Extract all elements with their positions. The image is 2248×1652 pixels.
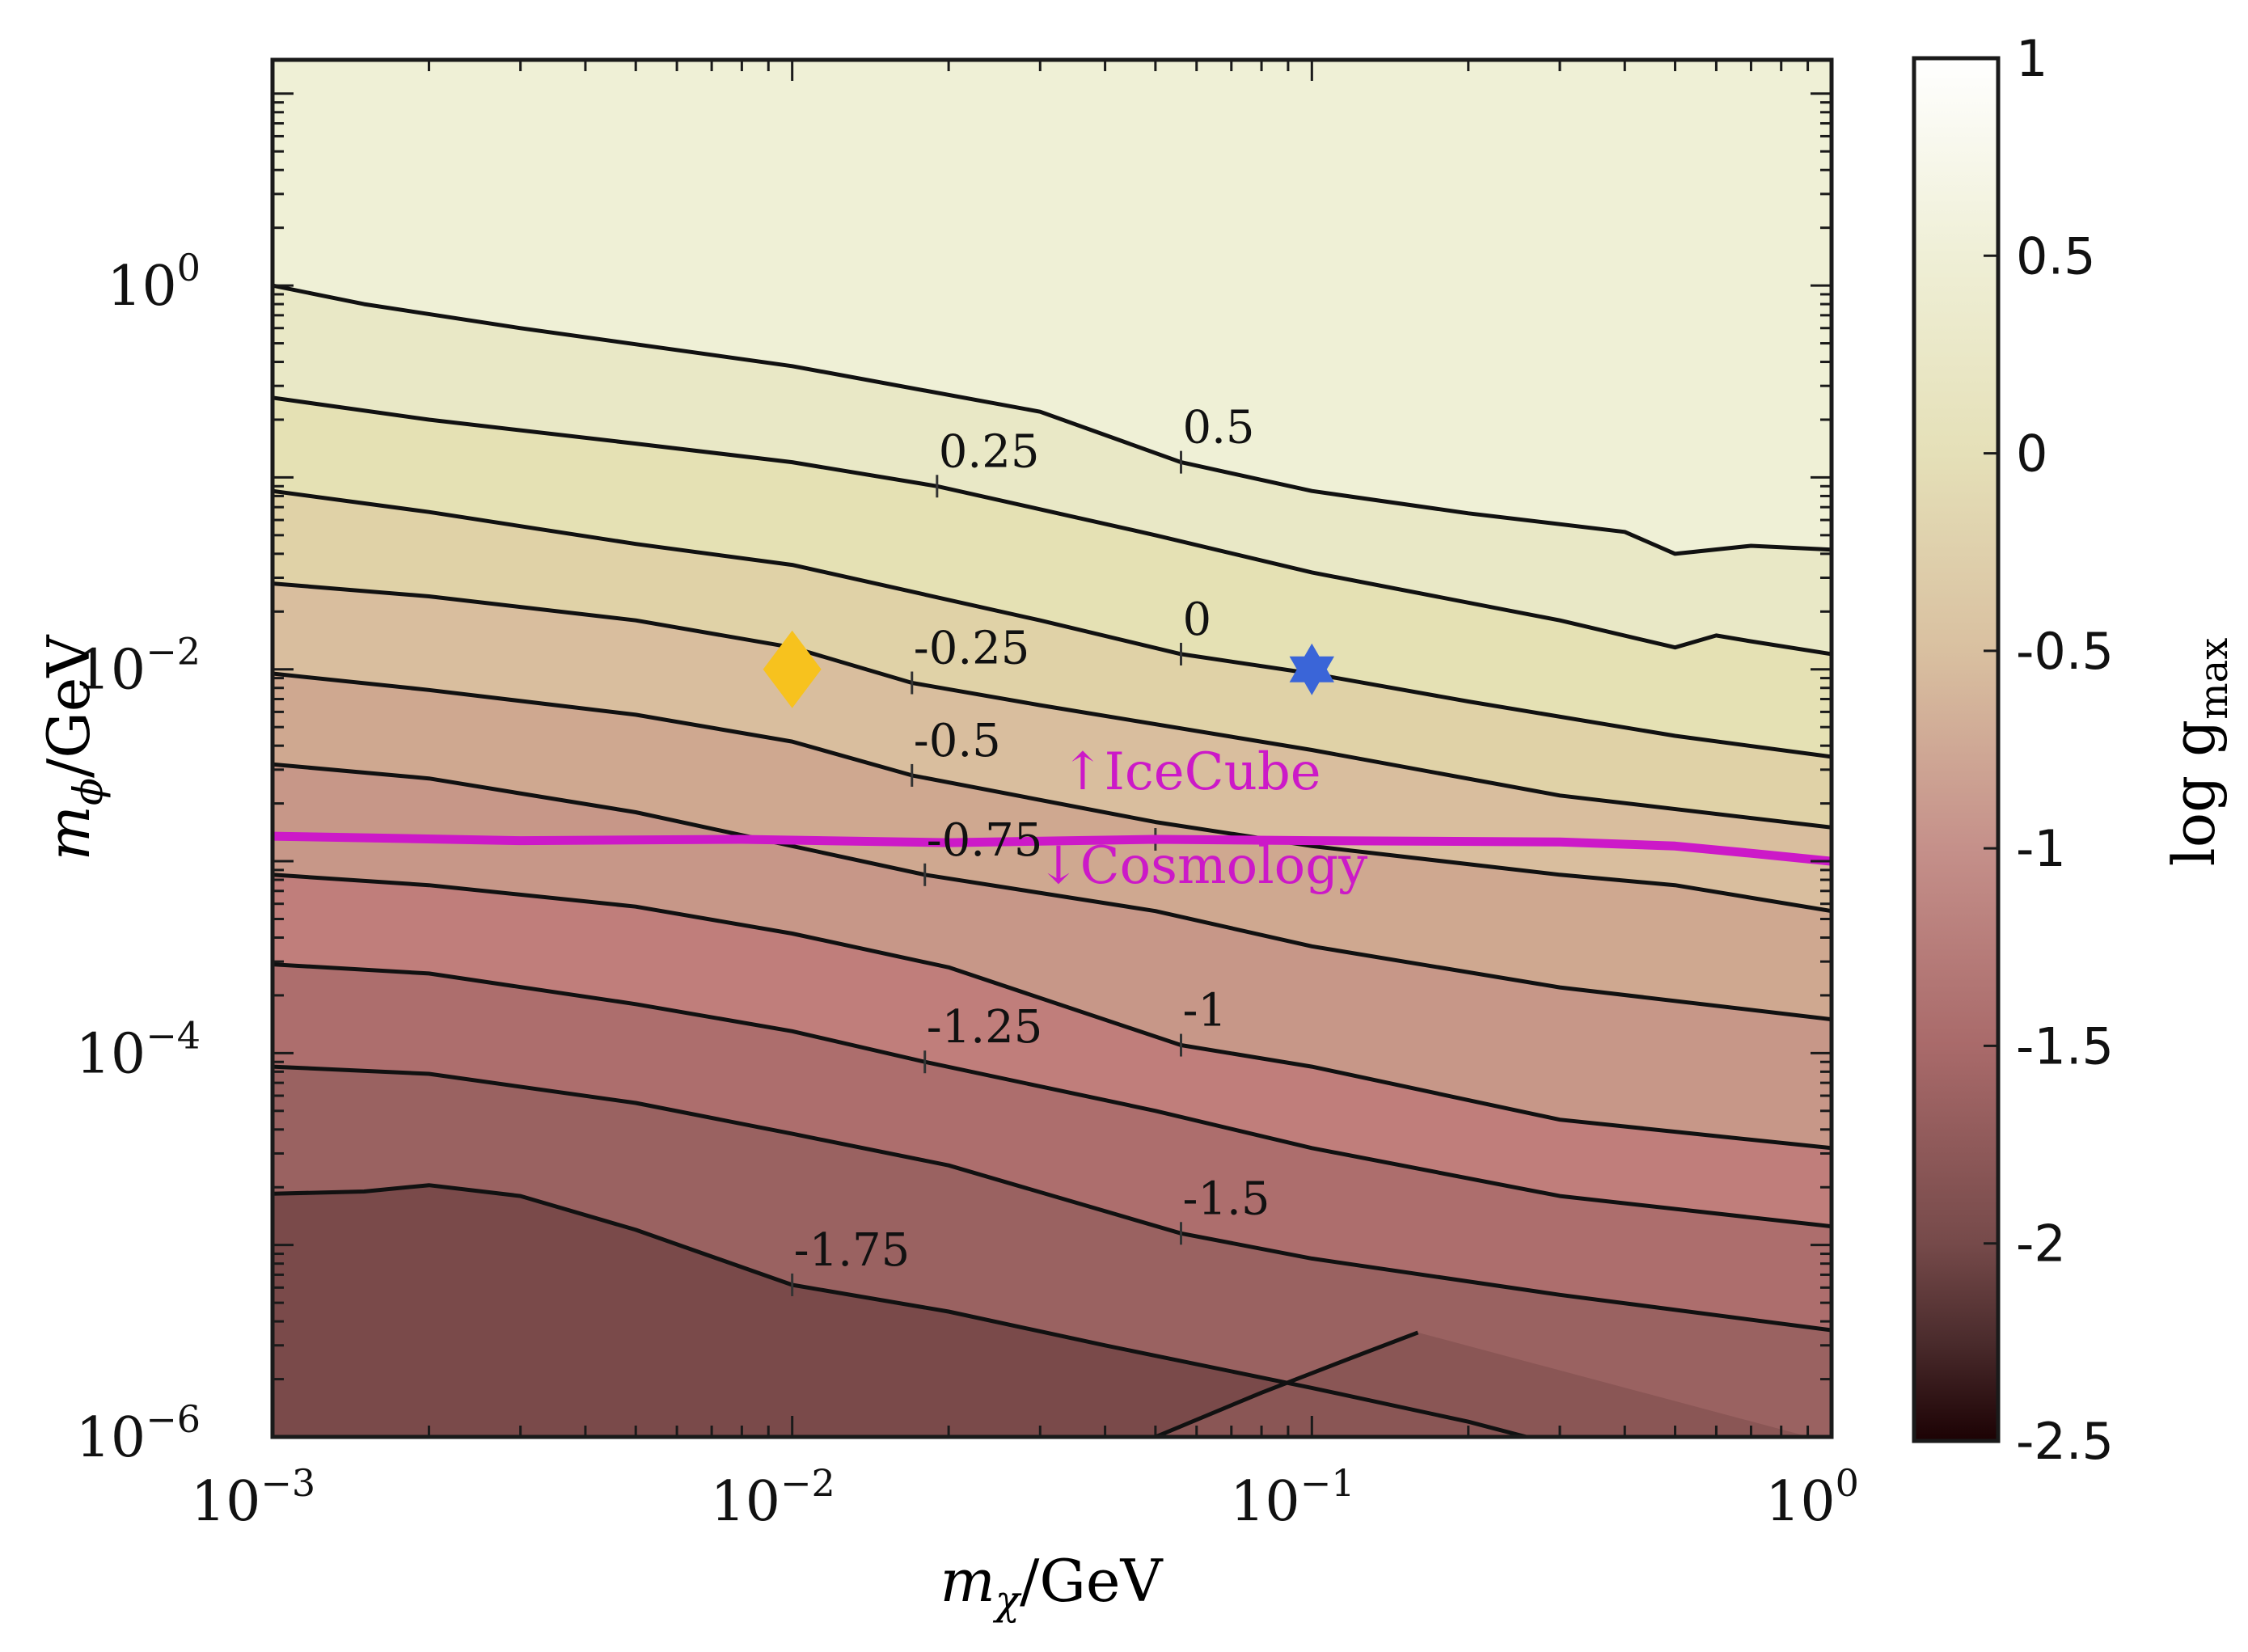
plot-area: [273, 60, 1832, 1437]
contour-label: 0: [1183, 594, 1212, 646]
colorbar-gradient: [1912, 56, 2001, 1443]
contour-label-ticks: [791, 450, 1183, 1296]
contour-bands: [273, 60, 1832, 1437]
contour-line: [273, 488, 1832, 759]
contour-lines: [273, 283, 1832, 1437]
tick-label-y: 10−6: [76, 1397, 201, 1470]
diamond-marker: [763, 630, 822, 708]
contour-label: -0.25: [914, 622, 1030, 674]
colorbar-tick-label: 0.5: [2016, 226, 2096, 285]
tick-label-y: 10−2: [76, 630, 201, 703]
contour-line: [1154, 1330, 1419, 1437]
contour-label: -1.25: [927, 1001, 1043, 1054]
contour-line: [273, 283, 1832, 556]
contour-label: 0.5: [1183, 402, 1255, 454]
colorbar-ticks: 1 0.5 0 -0.5 -1 -1.5 -2 -2.5: [1984, 29, 2114, 1471]
tick-label-y: 100: [107, 246, 201, 319]
y-axis-label: mϕ/GeV: [35, 634, 112, 861]
colorbar-tick-label: -2.5: [2016, 1412, 2114, 1471]
contour-label: -0.5: [914, 715, 1001, 767]
contour-line: [273, 395, 1832, 657]
contour-label: -1.75: [794, 1224, 911, 1277]
tick-label-x: 10−2: [710, 1461, 835, 1534]
icecube-label: ↑IceCube: [1061, 742, 1321, 802]
colorbar-tick-label: 1: [2016, 29, 2047, 88]
contour-label: 0.25: [939, 425, 1040, 478]
tick-label-x: 100: [1765, 1461, 1859, 1534]
band-fill: [273, 60, 1832, 554]
x-axis-ticks: 10−3 10−2 10−1 100: [191, 60, 1859, 1534]
contour-label: -1: [1183, 985, 1228, 1037]
colorbar-tick-label: -2: [2016, 1215, 2066, 1274]
colorbar-label: log gmax: [2160, 638, 2237, 867]
colorbar-tick-label: -1: [2016, 819, 2066, 878]
contour-line: [273, 1064, 1832, 1333]
colorbar-tick-label: -1.5: [2016, 1016, 2114, 1075]
contour-line: [273, 872, 1832, 1151]
contour-line: [273, 671, 1832, 914]
star-marker: [1289, 656, 1334, 695]
plot-frame: [270, 57, 1834, 1439]
cosmology-label: ↓Cosmology: [1037, 836, 1367, 896]
benchmark-markers: [763, 630, 1334, 708]
contour-label: -1.5: [1183, 1172, 1270, 1225]
contour-line: [273, 1183, 1535, 1437]
band-fill: [1155, 1332, 1810, 1437]
colorbar-tick-label: -0.5: [2016, 622, 2114, 681]
contour-labels: 0.5 0.25 0 -0.25 -0.5 -0.75 -1 -1.25 -1.5 -1.75: [794, 402, 1270, 1277]
tick-label-x: 10−1: [1230, 1461, 1354, 1534]
colorbar: 1 0.5 0 -0.5 -1 -1.5 -2 -2.5: [1912, 29, 2114, 1471]
tick-label-y: 10−4: [76, 1013, 201, 1086]
x-axis-label: mχ/GeV: [940, 1547, 1164, 1624]
y-axis-ticks: 10−6 10−4 10−2 100: [76, 92, 1832, 1470]
icecube-boundary-line: [273, 831, 1832, 866]
colorbar-tick-label: 0: [2016, 425, 2047, 484]
contour-label: -0.75: [927, 814, 1043, 867]
tick-label-x: 10−3: [191, 1461, 315, 1534]
